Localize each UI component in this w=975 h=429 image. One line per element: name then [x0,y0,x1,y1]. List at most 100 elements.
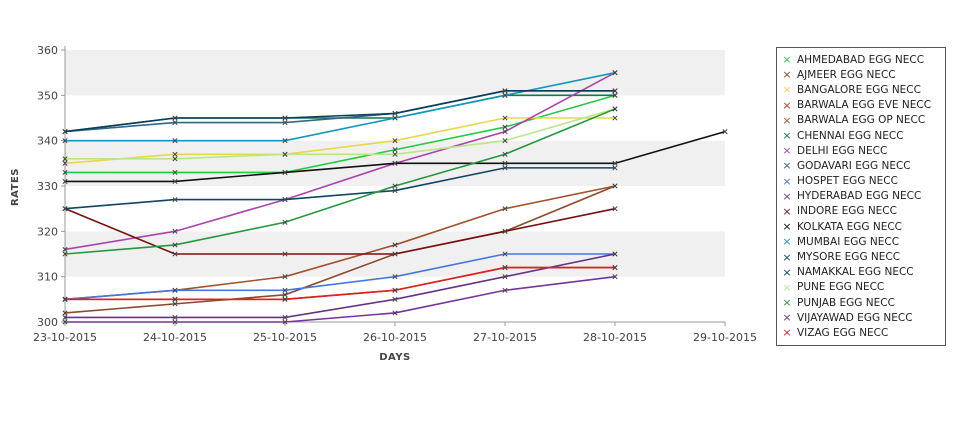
data-point [172,151,178,157]
legend-marker: × [782,280,792,294]
y-ticks: 300 310 320 330 340 350 360 [37,44,65,329]
data-point [62,314,68,321]
data-point [62,138,68,144]
x-tick-label: 24-10-2015 [143,331,207,344]
data-point [612,165,618,171]
data-point [62,169,68,175]
legend-item: × NAMAKKAL EGG NECC [777,265,945,280]
legend-item: × VIJAYAWAD EGG NECC [777,310,945,325]
series-line [64,71,616,251]
data-point [502,124,508,130]
y-axis-title: RATES [10,168,21,206]
data-point [282,219,288,225]
y-tick-label: 330 [37,180,58,193]
y-tick-label: 360 [37,44,58,57]
data-point [392,160,398,166]
data-point [502,206,508,212]
legend-item: × PUNE EGG NECC [777,280,945,295]
legend-item: × MUMBAI EGG NECC [777,234,945,249]
data-point [172,319,178,325]
legend-item: × INDORE EGG NECC [777,204,945,219]
legend-item: × CHENNAI EGG NECC [777,128,945,143]
series-line [65,266,615,301]
data-point [172,119,178,126]
legend-item: × PUNJAB EGG NECC [777,295,945,310]
data-point [282,197,288,203]
data-point [282,169,288,175]
data-point [392,110,398,117]
grid-band [65,186,725,232]
data-point [282,115,288,121]
data-point [502,115,508,121]
data-point [172,138,178,144]
series-line [64,108,616,255]
legend-label: BARWALA EGG OP NECC [797,114,926,127]
legend-label: DELHI EGG NECC [797,144,888,157]
legend-label: AJMEER EGG NECC [797,68,896,81]
data-point [282,138,288,144]
data-point [282,314,288,321]
data-point [392,274,398,280]
legend-label: HYDERABAD EGG NECC [797,190,922,203]
legend-label: MUMBAI EGG NECC [797,235,900,248]
data-point [62,251,68,257]
data-point [392,242,398,248]
x-tick-label: 25-10-2015 [253,331,317,344]
series-line [65,275,616,323]
legend-label: CHENNAI EGG NECC [797,129,904,142]
legend-label: GODAVARI EGG NECC [797,159,911,172]
grid-band [65,50,725,96]
legend-label: HOSPET EGG NECC [797,175,898,188]
x-tick-label: 27-10-2015 [473,331,537,344]
data-point [502,92,508,98]
data-point [612,274,618,280]
data-point [392,147,398,153]
legend-marker: × [782,113,792,127]
data-point [62,129,68,135]
legend-label: KOLKATA EGG NECC [797,220,903,233]
data-point [392,287,398,293]
legend-label: INDORE EGG NECC [797,205,897,218]
legend-item: × MYSORE EGG NECC [777,249,945,264]
data-point [502,274,508,280]
legend-marker: × [782,53,792,67]
data-point [62,319,68,325]
data-point [612,160,618,166]
legend-marker: × [782,204,792,218]
legend-label: VIJAYAWAD EGG NECC [797,311,913,324]
legend-marker: × [782,83,792,97]
data-point [392,151,398,157]
legend-label: VIZAG EGG NECC [797,326,889,339]
data-point [502,228,508,234]
data-point [612,251,618,257]
series-line [65,108,616,160]
series-line [64,90,615,133]
legend: × AHMEDABAD EGG NECC × AJMEER EGG NECC × BANG… [776,47,946,346]
data-point [392,251,398,257]
legend-marker: × [782,311,792,325]
legend-label: BARWALA EGG EVE NECC [797,99,932,112]
legend-item: × BARWALA EGG OP NECC [777,113,945,128]
data-point [502,129,508,135]
legend-marker: × [782,265,792,279]
data-point [172,242,178,248]
data-point [502,138,508,144]
data-point [62,310,68,316]
data-point [172,314,178,321]
series-line [64,185,616,314]
legend-marker: × [782,220,792,234]
legend-marker: × [782,235,792,249]
legend-item: × HOSPET EGG NECC [777,174,945,189]
data-point [722,129,728,135]
data-point [62,178,68,185]
series-line [64,117,615,165]
data-point [282,292,288,298]
data-point [282,251,288,257]
data-point [612,206,618,212]
legend-label: PUNE EGG NECC [797,281,885,294]
data-point [172,287,178,293]
data-point [612,92,618,98]
data-point [172,178,178,185]
data-point [392,310,398,316]
legend-item: × DELHI EGG NECC [777,143,945,158]
